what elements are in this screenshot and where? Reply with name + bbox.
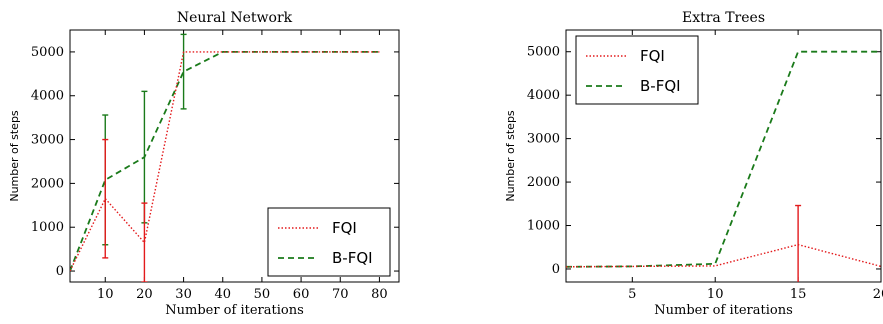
chart2-x-axis-label: Number of iterations (654, 303, 793, 318)
chart2-y-tick-label: 4000 (527, 88, 560, 103)
chart2-x-tick-label: 20 (873, 287, 883, 302)
chart1-y-tick-label: 1000 (31, 220, 64, 235)
chart1-y-axis-label: Number of steps (8, 110, 21, 202)
chart1-x-tick-label: 40 (214, 287, 231, 302)
chart2-series-group (566, 50, 881, 282)
chart1-plot-frame (69, 29, 400, 283)
chart1-y-tick-label: 4000 (31, 89, 64, 104)
chart2-legend-label-b-fqi: B-FQI (640, 77, 681, 95)
chart1-legend-box (267, 207, 391, 277)
chart1-x-tick-label: 80 (371, 287, 388, 302)
chart1-x-tick-label: 70 (332, 287, 349, 302)
chart2-y-tick-label: 3000 (527, 132, 560, 147)
chart2-y-tick-label: 1000 (527, 219, 560, 234)
chart2-legend-label-fqi: FQI (640, 47, 665, 65)
chart1-legend-label-b-fqi: B-FQI (332, 249, 373, 267)
chart2-legend-box (575, 35, 699, 105)
chart2-series-line-b-fqi (566, 50, 881, 268)
chart2-plot-frame (565, 29, 882, 283)
chart2-y-tick-label: 5000 (527, 45, 560, 60)
chart1-series-group (70, 33, 380, 282)
chart2-series-line-fqi (566, 243, 881, 268)
chart2-y-axis-label: Number of steps (504, 110, 517, 202)
chart1-y-tick-label: 0 (56, 264, 64, 279)
chart2-y-tick-label: 2000 (527, 175, 560, 190)
chart1-x-tick-label: 60 (293, 287, 310, 302)
chart2-x-tick-label: 15 (790, 287, 807, 302)
chart1-y-tick-label: 3000 (31, 133, 64, 148)
chart1-x-tick-label: 10 (97, 287, 114, 302)
chart1-series-line-b-fqi (70, 51, 380, 272)
chart1-title: Neural Network (177, 10, 293, 26)
chart2-x-tick-label: 5 (628, 287, 636, 302)
chart1-y-tick-label: 5000 (31, 45, 64, 60)
chart2-title: Extra Trees (682, 10, 765, 26)
chart2-x-tick-label: 10 (707, 287, 724, 302)
chart1-y-tick-label: 2000 (31, 176, 64, 191)
chart2-y-tick-label: 0 (552, 262, 560, 277)
chart1-legend-label-fqi: FQI (332, 219, 357, 237)
chart1-x-tick-label: 50 (254, 287, 271, 302)
chart1-x-tick-label: 20 (136, 287, 153, 302)
chart1-x-axis-label: Number of iterations (165, 303, 304, 318)
chart1-x-tick-label: 30 (175, 287, 192, 302)
